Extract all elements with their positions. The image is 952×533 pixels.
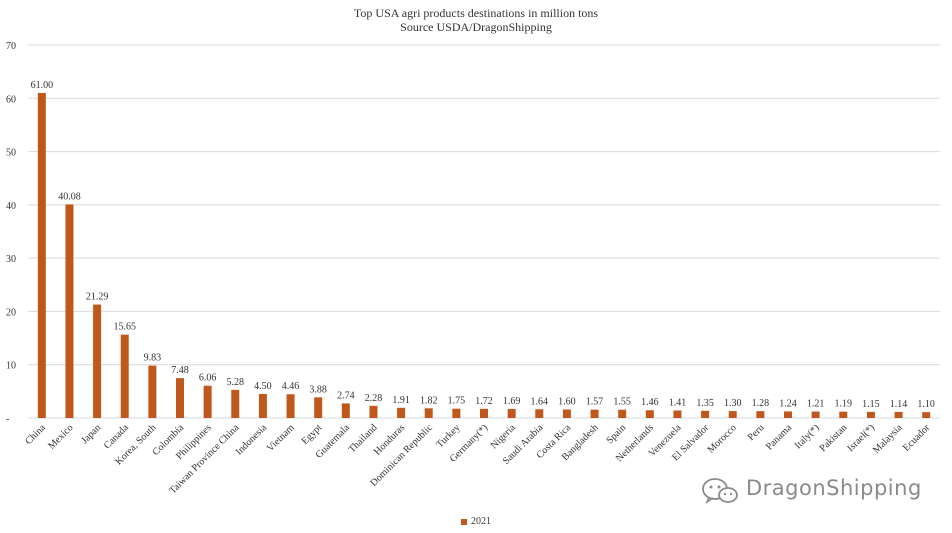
bar xyxy=(176,378,184,418)
data-label: 5.28 xyxy=(227,377,245,388)
data-label: 1.46 xyxy=(641,397,659,408)
bar xyxy=(535,409,544,418)
data-label: 1.75 xyxy=(448,396,466,407)
bar xyxy=(894,411,903,418)
bar xyxy=(258,394,267,418)
data-label: 6.06 xyxy=(199,373,217,384)
legend-swatch xyxy=(461,518,467,525)
bar xyxy=(618,409,627,418)
data-label: 3.88 xyxy=(309,384,327,395)
x-tick-label: Japan xyxy=(79,422,103,446)
chart-subtitle: Source USDA/DragonShipping xyxy=(400,20,552,34)
data-label: 1.60 xyxy=(558,396,576,407)
bar xyxy=(728,411,737,418)
x-tick-label: Ecuador xyxy=(901,422,933,454)
y-tick-label: 20 xyxy=(6,307,16,318)
bar xyxy=(645,410,654,418)
x-tick-label: Vietnam xyxy=(265,422,297,454)
x-tick-label: China xyxy=(23,422,48,447)
data-label: 61.00 xyxy=(31,80,54,91)
data-label: 7.48 xyxy=(171,365,189,376)
bar xyxy=(397,407,406,418)
bar xyxy=(784,411,792,418)
bar xyxy=(756,411,765,418)
y-tick-label: - xyxy=(6,414,9,425)
data-label: 1.24 xyxy=(779,398,797,409)
x-tick-label: Egypt xyxy=(300,422,325,447)
x-tick-label: Indonesia xyxy=(234,422,270,458)
data-label: 15.65 xyxy=(113,322,136,333)
x-tick-label: Pakistan xyxy=(818,422,850,454)
bar xyxy=(922,412,931,418)
wechat-icon xyxy=(702,478,738,505)
x-tick-label: Panama xyxy=(764,422,795,453)
bar xyxy=(424,408,433,418)
data-label: 4.50 xyxy=(254,381,272,392)
data-label: 1.28 xyxy=(752,398,770,409)
data-label: 1.69 xyxy=(503,396,521,407)
bar xyxy=(452,408,461,418)
data-label: 1.19 xyxy=(835,399,853,410)
bar xyxy=(673,410,682,418)
data-label: 1.15 xyxy=(862,399,880,410)
y-tick-label: 50 xyxy=(6,148,16,159)
data-label: 1.57 xyxy=(586,397,604,408)
bar xyxy=(811,411,820,418)
data-label: 1.35 xyxy=(696,398,714,409)
bar xyxy=(314,397,323,418)
data-label: 1.41 xyxy=(669,397,687,408)
bar xyxy=(590,409,599,418)
bar xyxy=(369,405,378,418)
x-tick-label: Morocco xyxy=(706,422,739,455)
data-label: 1.64 xyxy=(531,396,549,407)
bar xyxy=(507,408,516,418)
legend: 2021 xyxy=(0,516,952,527)
data-label: 40.08 xyxy=(58,191,81,202)
x-tick-label: Spain xyxy=(604,422,628,446)
y-tick-label: 30 xyxy=(6,254,16,265)
bar xyxy=(286,394,295,418)
data-label: 21.29 xyxy=(86,292,109,303)
legend-label: 2021 xyxy=(471,516,491,527)
y-tick-label: 70 xyxy=(6,41,16,52)
data-label: 1.10 xyxy=(917,399,935,410)
data-label: 1.55 xyxy=(613,397,631,408)
bar xyxy=(203,385,212,418)
bar xyxy=(120,334,129,418)
bar xyxy=(37,92,46,418)
data-label: 1.72 xyxy=(475,396,493,407)
bar xyxy=(231,389,240,418)
bar xyxy=(701,410,710,418)
data-label: 1.30 xyxy=(724,398,742,409)
data-label: 2.28 xyxy=(365,393,383,404)
bar xyxy=(866,411,875,418)
bar xyxy=(93,304,102,418)
x-tick-label: Malaysia xyxy=(871,422,905,456)
data-label: 9.83 xyxy=(144,353,162,364)
y-tick-label: 40 xyxy=(6,201,16,212)
chart-title: Top USA agri products destinations in mi… xyxy=(353,6,599,20)
bar xyxy=(839,411,848,418)
bar xyxy=(562,409,571,418)
x-tick-label: Mexico xyxy=(46,422,75,451)
data-label: 1.14 xyxy=(890,399,908,410)
y-tick-label: 60 xyxy=(6,94,16,105)
bar xyxy=(480,408,488,418)
bar xyxy=(341,403,350,418)
bar xyxy=(148,365,157,418)
watermark-text: DragonShipping xyxy=(746,476,922,500)
x-tick-label: Peru xyxy=(746,422,767,443)
data-label: 4.46 xyxy=(282,381,300,392)
data-label: 2.74 xyxy=(337,390,355,401)
data-label: 1.21 xyxy=(807,399,825,410)
y-tick-label: 10 xyxy=(6,361,16,372)
watermark: DragonShipping xyxy=(700,476,930,508)
data-label: 1.82 xyxy=(420,395,438,406)
data-label: 1.91 xyxy=(392,395,410,406)
bar xyxy=(65,204,74,418)
